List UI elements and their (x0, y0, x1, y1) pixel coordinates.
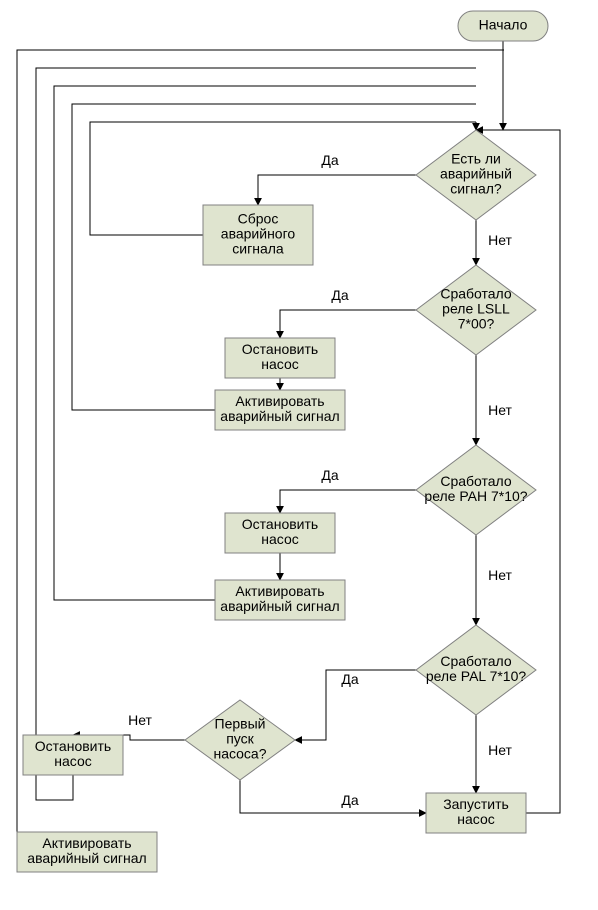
flow-node-start: Начало (458, 11, 548, 41)
edge-label: Нет (128, 712, 152, 728)
edge-label: Да (341, 792, 358, 808)
flow-node-p6: Запуститьнасос (426, 793, 526, 833)
flow-node-d2: Сработалореле LSLL7*00? (416, 265, 536, 355)
edge-label: Нет (488, 567, 512, 583)
flow-edge (258, 175, 416, 205)
node-text: Остановить (242, 516, 318, 532)
edge-label: Да (331, 287, 348, 303)
node-text: реле LSLL (442, 301, 510, 317)
flow-node-p2b: Активироватьаварийный сигнал (215, 390, 345, 430)
node-text: сигнал? (450, 181, 502, 197)
edge-label: Нет (488, 232, 512, 248)
node-text: аварийный сигнал (220, 598, 339, 614)
node-text: Сработало (440, 473, 512, 489)
flow-edge (36, 68, 476, 800)
flow-node-p2a: Остановитьнасос (225, 338, 335, 378)
flow-edge (240, 780, 426, 813)
node-text: 7*00? (458, 316, 495, 332)
node-text: Активировать (235, 583, 324, 599)
flow-node-p5b: Активироватьаварийный сигнал (17, 832, 157, 872)
node-text: Сработало (440, 286, 512, 302)
node-text: Сработало (440, 653, 512, 669)
node-text: насос (261, 356, 298, 372)
flow-edge (280, 310, 416, 338)
flowchart-canvas: ДаНетДаНетДаНетНетДаНетДаНачалоЕсть лиав… (0, 0, 598, 910)
node-text: Активировать (42, 835, 131, 851)
node-text: аварийного (221, 226, 296, 242)
node-text: Начало (479, 17, 528, 33)
node-text: насоса? (213, 746, 266, 762)
flow-node-p3a: Остановитьнасос (225, 513, 335, 553)
edge-label: Да (341, 671, 358, 687)
edge-label: Да (321, 152, 338, 168)
node-text: Активировать (235, 393, 324, 409)
node-text: аварийный сигнал (27, 850, 146, 866)
flow-node-p1: Сбросаварийногосигнала (203, 205, 313, 265)
node-text: Остановить (242, 341, 318, 357)
node-text: реле PAH 7*10? (424, 488, 527, 504)
node-text: сигнала (232, 241, 284, 257)
flow-edge (280, 490, 416, 513)
node-text: насос (54, 753, 91, 769)
node-text: пуск (226, 731, 254, 747)
node-text: аварийный (440, 166, 512, 182)
edge-label: Да (321, 467, 338, 483)
node-text: Остановить (35, 738, 111, 754)
node-text: Первый (215, 716, 266, 732)
node-text: насос (457, 811, 494, 827)
edge-label: Нет (488, 742, 512, 758)
edge-label: Нет (488, 402, 512, 418)
node-text: реле PAL 7*10? (426, 668, 527, 684)
node-text: аварийный сигнал (220, 408, 339, 424)
node-text: Есть ли (451, 151, 501, 167)
node-text: Запустить (443, 796, 509, 812)
flow-node-d4: Сработалореле PAL 7*10? (416, 625, 536, 715)
node-text: Сброс (238, 211, 279, 227)
flow-node-p5a: Остановитьнасос (23, 735, 123, 775)
node-text: насос (261, 531, 298, 547)
flow-node-d5: Первыйпускнасоса? (185, 700, 295, 780)
flow-node-d3: Сработалореле PAH 7*10? (416, 445, 536, 535)
flow-node-p3b: Активироватьаварийный сигнал (215, 580, 345, 620)
flow-node-d1: Есть лиаварийныйсигнал? (416, 130, 536, 220)
